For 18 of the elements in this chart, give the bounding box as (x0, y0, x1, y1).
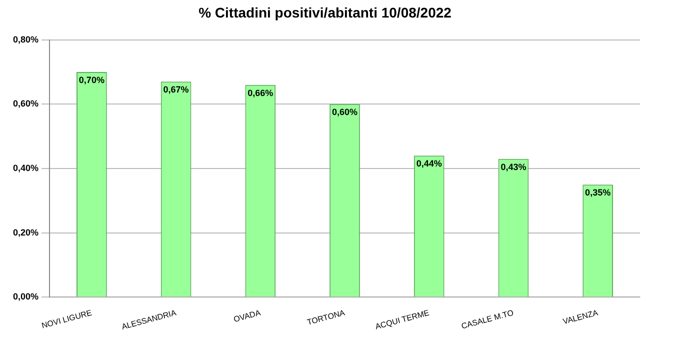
y-tick-label: 0,40% (12, 163, 39, 173)
data-label: 0,60% (332, 107, 358, 118)
chart-title: % Cittadini positivi/abitanti 10/08/2022 (198, 4, 452, 20)
data-label: 0,43% (500, 162, 526, 172)
y-tick-label: 0,00% (12, 292, 39, 302)
data-label: 0,35% (585, 188, 611, 198)
x-tick-label: NOVI LIGURE (40, 308, 93, 330)
data-label: 0,66% (248, 88, 274, 98)
y-tick-label: 0,20% (12, 227, 39, 238)
data-label: 0,44% (416, 158, 442, 169)
data-label: 0,67% (163, 84, 189, 95)
x-tick-label: ACQUI TERME (374, 308, 430, 332)
y-tick-label: 0,80% (12, 34, 39, 44)
x-tick-label: OVADA (232, 308, 262, 324)
data-label: 0,70% (78, 74, 104, 85)
x-tick-label: CASALE M.TO (460, 308, 515, 331)
y-tick-label: 0,60% (12, 98, 39, 109)
x-tick-label: VALENZA (562, 308, 600, 326)
